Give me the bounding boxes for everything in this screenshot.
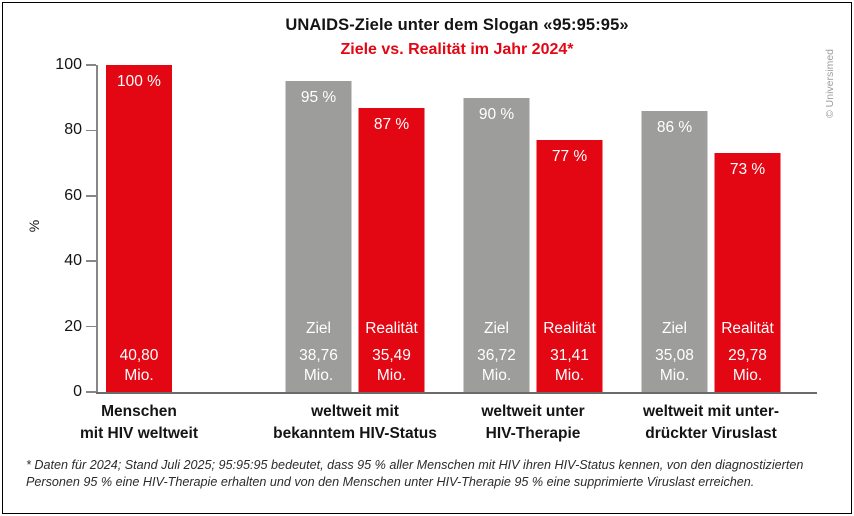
bar-bottom-labels: Ziel 38,76 Mio. xyxy=(286,319,352,392)
category-label-line: mit HIV weltweit xyxy=(80,424,198,442)
percent-label: 95 % xyxy=(300,89,337,107)
percent-label: 87 % xyxy=(373,115,410,133)
bar-realitaet: 77 % Realität 31,41 Mio. xyxy=(536,140,603,392)
bar-series-label: Ziel xyxy=(662,320,687,337)
plot-area: 0 20 40 60 80 100 100 % 40,80 Mio. 95 % Ziel 38,76 M… xyxy=(55,56,817,400)
bar-bottom-labels: Realität 35,49 Mio. xyxy=(359,319,425,392)
category-label: weltweit mit unter-drückter Viruslast xyxy=(591,401,831,444)
y-tick-label: 80 xyxy=(64,121,82,139)
y-tick-mark xyxy=(86,391,96,393)
bar-group: 86 % Ziel 35,08 Mio. 73 % Realität 29,78 Mio. xyxy=(641,110,781,392)
category-label: weltweit unter HIV-Therapie xyxy=(413,401,653,444)
chart-title: UNAIDS-Ziele unter dem Slogan «95:95:95» xyxy=(285,16,629,34)
bar-bottom-labels: Realität 29,78 Mio. xyxy=(715,319,781,392)
bar-value: 36,72 xyxy=(477,347,516,364)
bar-value: 40,80 xyxy=(119,347,159,364)
bar-unit: Mio. xyxy=(732,367,763,384)
bar-value: 35,08 xyxy=(655,347,694,364)
bar-series-label: Realität xyxy=(721,320,774,337)
y-tick-mark xyxy=(86,325,96,328)
bar-unit: Mio. xyxy=(659,367,690,384)
bar-group: 100 % 40,80 Mio. xyxy=(106,65,172,392)
category-label-line: weltweit mit unter- xyxy=(642,403,780,420)
y-tick-label: 40 xyxy=(64,252,82,270)
y-tick-label: 0 xyxy=(73,383,82,400)
bar-ziel: 90 % Ziel 36,72 Mio. xyxy=(463,97,530,392)
category-label-line: drückter Viruslast xyxy=(645,424,777,442)
chart-subtitle: Ziele vs. Realität im Jahr 2024* xyxy=(340,41,574,58)
y-tick-mark xyxy=(86,195,96,197)
percent-label: 100 % xyxy=(117,73,161,90)
bar-realitaet: 87 % Realität 35,49 Mio. xyxy=(358,107,425,392)
category-label-line: Menschen xyxy=(101,403,177,420)
category-label-line: bekanntem HIV-Status xyxy=(273,424,437,442)
bar-series-label: Ziel xyxy=(306,320,331,337)
bar-group: 95 % Ziel 38,76 Mio. 87 % Realität 35,49 Mio. xyxy=(285,81,425,392)
bar-value: 31,41 xyxy=(550,347,589,364)
bar-value: 35,49 xyxy=(372,347,411,364)
bar-series-label: Realität xyxy=(365,320,418,337)
bar-bottom-labels: Ziel 36,72 Mio. xyxy=(464,319,530,392)
category-label: Menschen mit HIV weltweit xyxy=(19,401,259,444)
category-label-line: HIV-Therapie xyxy=(485,424,581,442)
category-label-line: weltweit mit xyxy=(311,403,399,420)
percent-label: 77 % xyxy=(551,148,588,166)
percent-label: 73 % xyxy=(729,161,766,179)
footnote: * Daten für 2024; Stand Juli 2025; 95:95… xyxy=(26,458,804,489)
bar-value: 29,78 xyxy=(728,347,767,364)
copyright-watermark: © Universimed xyxy=(824,48,836,118)
bar-unit: Mio. xyxy=(376,367,407,384)
bar-unit: Mio. xyxy=(554,367,585,384)
bar-bottom-labels: Ziel 35,08 Mio. xyxy=(642,319,708,392)
y-tick-mark xyxy=(86,64,96,66)
x-axis xyxy=(96,392,817,394)
bar-realitaet: 73 % Realität 29,78 Mio. xyxy=(714,153,781,392)
y-tick-mark xyxy=(86,260,96,262)
bar-ziel: 86 % Ziel 35,08 Mio. xyxy=(641,110,708,392)
bar-unit: Mio. xyxy=(481,367,512,384)
y-tick-label: 100 xyxy=(55,56,82,73)
y-axis-label: % xyxy=(26,219,42,233)
bar-bottom-labels: Realität 31,41 Mio. xyxy=(537,319,603,392)
bar-realitaet: 100 % 40,80 Mio. xyxy=(106,65,172,392)
percent-label: 86 % xyxy=(656,118,693,136)
y-tick-label: 20 xyxy=(64,317,82,335)
percent-label: 90 % xyxy=(478,105,515,123)
y-tick-mark xyxy=(86,129,96,132)
y-axis xyxy=(96,65,98,393)
bar-group: 90 % Ziel 36,72 Mio. 77 % Realität 31,41 Mio. xyxy=(463,97,603,392)
category-label: weltweit mit bekanntem HIV-Status xyxy=(235,401,475,444)
bar-series-label: Realität xyxy=(543,320,596,337)
bar-series-label: Ziel xyxy=(484,320,509,337)
category-label-line: weltweit unter xyxy=(481,403,585,420)
bar-ziel: 95 % Ziel 38,76 Mio. xyxy=(285,81,352,392)
bar-unit: Mio. xyxy=(303,367,334,384)
bar-bottom-labels: 40,80 Mio. xyxy=(106,346,172,392)
bar-value: 38,76 xyxy=(299,347,338,364)
y-tick-label: 60 xyxy=(64,186,82,204)
bar-unit: Mio. xyxy=(124,367,154,384)
